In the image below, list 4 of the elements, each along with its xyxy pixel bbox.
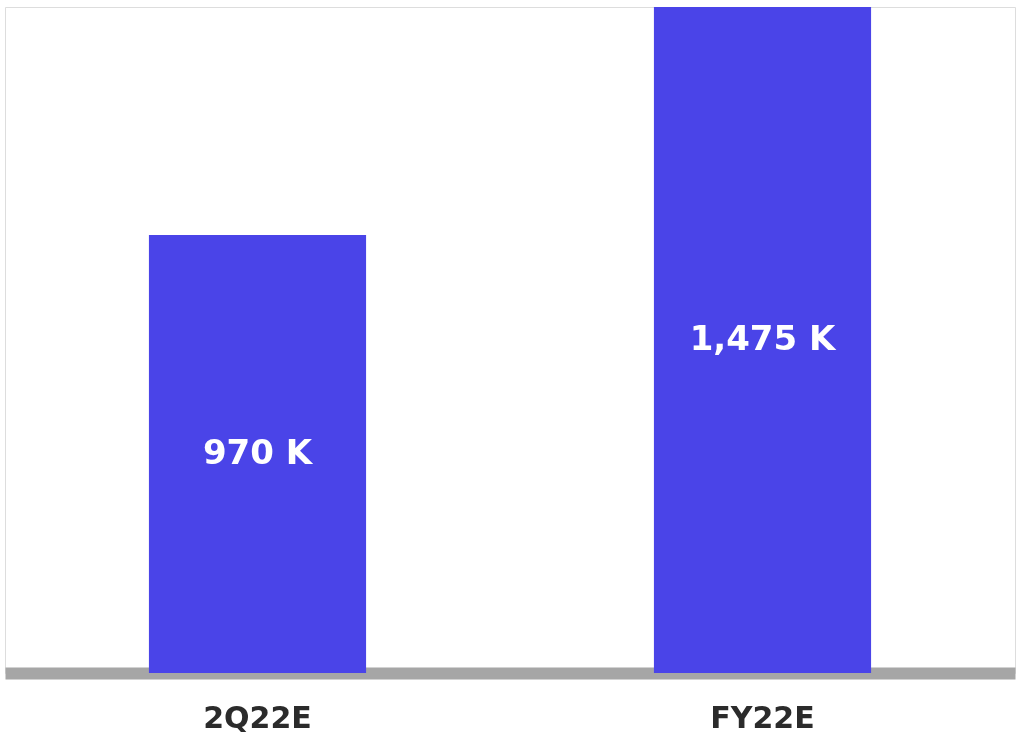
data-label: 1,475 K	[689, 318, 838, 358]
x-tick-label: FY22E	[710, 699, 815, 735]
data-label: 970 K	[202, 432, 314, 473]
x-tick-label: 2Q22E	[203, 699, 312, 735]
